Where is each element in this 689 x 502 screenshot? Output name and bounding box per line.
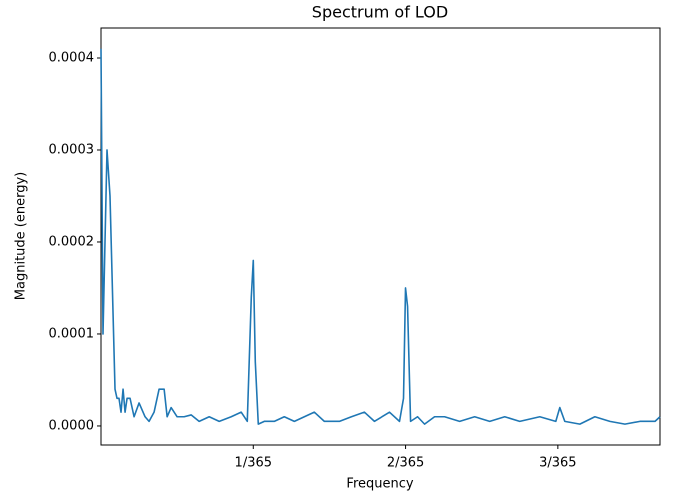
y-tick-label: 0.0000	[49, 418, 95, 433]
x-tick-label: 1/365	[235, 456, 272, 471]
axes-frame	[100, 27, 661, 446]
y-tick-label: 0.0003	[49, 142, 95, 157]
line-series	[100, 48, 661, 425]
y-tick-label: 0.0002	[49, 234, 95, 249]
y-tick-label: 0.0004	[49, 50, 95, 65]
x-tick-label: 3/365	[539, 456, 576, 471]
x-tick-label: 2/365	[387, 456, 424, 471]
chart-title: Spectrum of LOD	[312, 3, 448, 22]
y-axis-label: Magnitude (energy)	[14, 172, 29, 300]
y-tick-label: 0.0001	[49, 326, 95, 341]
x-axis-label: Frequency	[346, 477, 413, 492]
